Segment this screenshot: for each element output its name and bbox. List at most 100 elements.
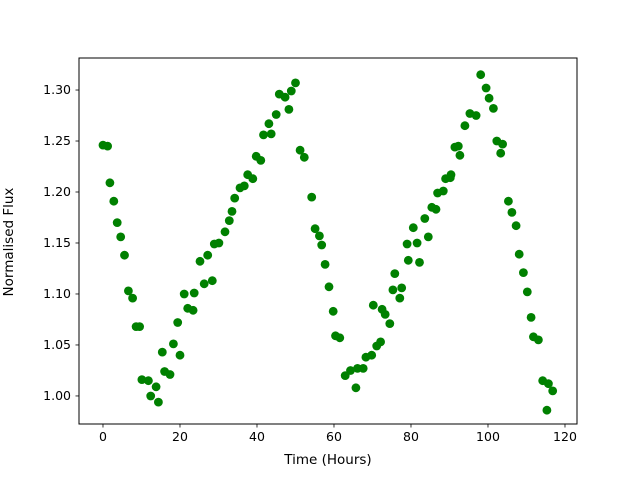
x-tick-label: 40 [249,429,265,444]
data-point [137,375,147,384]
data-point [214,238,224,248]
data-point [175,350,185,360]
data-point [368,300,378,310]
data-point [151,382,161,392]
data-point [526,313,536,322]
data-point [438,186,448,196]
y-tick-label: 1.25 [43,133,71,148]
data-point [481,83,491,93]
data-point [390,269,400,278]
data-point [224,216,234,226]
data-point [420,214,430,223]
data-point [431,204,441,214]
x-tick-label: 0 [99,429,107,444]
y-tick-label: 1.00 [43,388,71,403]
data-point [146,391,156,401]
data-point [489,104,498,113]
data-point [460,121,470,131]
data-point [534,335,543,345]
data-point [453,141,463,151]
data-point [548,386,558,396]
data-point [320,260,330,269]
data-point [256,156,266,165]
data-point [266,129,276,139]
data-point [455,150,465,160]
data-point [376,337,385,347]
data-point [412,238,422,248]
data-point [471,111,481,120]
data-point [154,397,163,407]
data-point [346,366,355,375]
data-point [109,196,119,206]
data-point [385,319,395,328]
data-point [408,223,418,233]
data-point [173,318,183,327]
data-point [514,249,524,259]
data-point [123,286,133,296]
data-point [351,383,361,393]
data-point [496,148,506,158]
x-axis-label: Time (Hours) [284,452,372,468]
y-tick-label: 1.30 [43,82,71,97]
x-tick-label: 20 [172,429,188,444]
data-point [291,78,300,88]
plot-border [78,57,578,425]
x-tick-label: 80 [403,429,419,444]
data-point [227,207,237,216]
data-point [504,196,513,206]
data-point [397,283,407,293]
data-point [207,276,217,286]
data-point [484,93,494,103]
data-point [403,255,413,265]
data-point [507,208,517,217]
data-point [402,239,412,249]
data-point [220,227,230,237]
data-point [271,110,281,119]
data-point [299,152,309,162]
data-point [295,145,305,155]
y-tick-label: 1.20 [43,184,71,199]
data-point [324,282,334,292]
data-point [105,178,115,188]
data-point [476,70,486,80]
data-point [203,250,213,260]
data-point [135,322,145,331]
data-point [259,130,268,140]
data-point [335,333,345,343]
x-tick-label: 100 [476,429,500,444]
data-point [511,221,521,231]
data-point [120,250,129,260]
data-point [239,181,249,191]
data-point [315,231,324,241]
data-point [169,339,178,349]
data-point [519,268,528,277]
data-point [317,240,327,250]
y-axis-label: Normalised Flux [1,187,17,297]
data-point [165,370,175,379]
data-point [179,289,189,299]
data-point [498,139,507,149]
data-point [307,192,317,202]
data-point [188,305,198,315]
x-tick-label: 120 [553,429,577,444]
data-point [358,364,368,373]
data-point [415,258,424,267]
y-tick-label: 1.05 [43,337,71,352]
data-point [116,232,126,242]
data-point [103,141,112,151]
data-point [112,218,122,228]
data-point [544,379,553,389]
data-point [522,287,532,297]
data-point [388,285,398,295]
data-point [286,86,296,96]
data-point [423,232,433,242]
data-point [144,376,153,386]
y-tick-label: 1.15 [43,235,71,250]
data-point [446,170,456,180]
data-point [248,174,258,184]
y-tick-label: 1.10 [43,286,71,301]
data-point [128,293,138,303]
data-point [367,350,377,360]
